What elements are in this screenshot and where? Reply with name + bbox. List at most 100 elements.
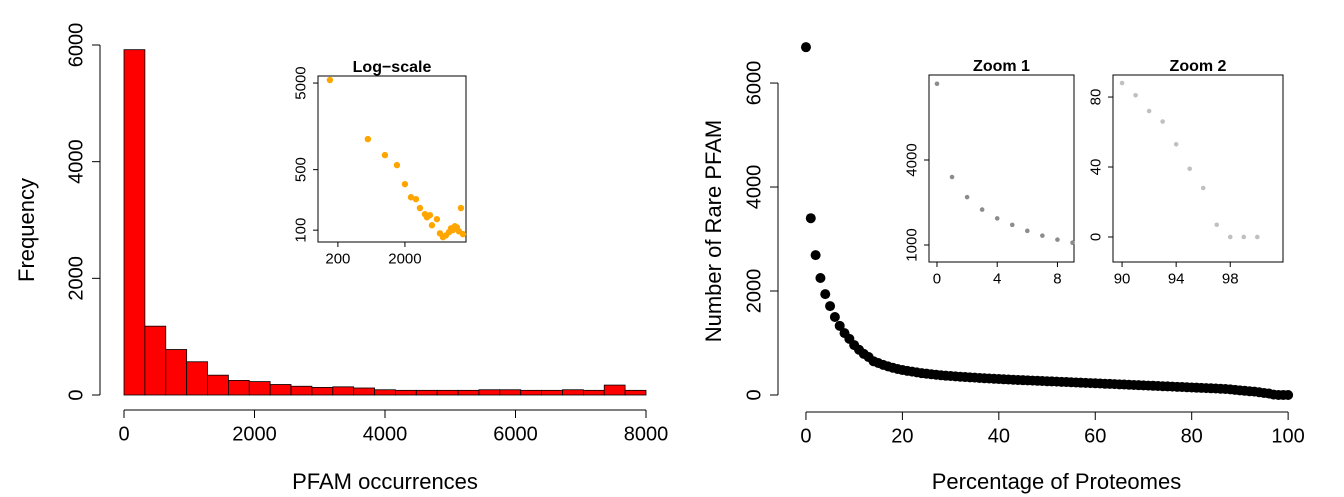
point xyxy=(949,174,955,180)
point xyxy=(407,194,415,201)
bar xyxy=(290,385,313,396)
y-tick-label: 1000 xyxy=(904,228,921,261)
y-tick-label: 4000 xyxy=(65,139,87,184)
x-tick-label: 90 xyxy=(1114,271,1131,288)
point xyxy=(459,230,467,238)
point xyxy=(834,320,845,331)
bar xyxy=(186,361,208,396)
point xyxy=(829,312,840,323)
y-tick-label: 2000 xyxy=(743,269,765,314)
bar xyxy=(269,384,292,396)
bar xyxy=(603,384,626,396)
y-tick-label: 500 xyxy=(293,157,310,182)
point xyxy=(979,207,985,212)
point xyxy=(428,222,436,229)
point xyxy=(964,194,970,200)
point xyxy=(433,215,441,223)
x-tick-label: 6000 xyxy=(493,423,538,445)
point xyxy=(1133,92,1138,98)
y-tick-label: 100 xyxy=(293,218,310,243)
y-tick-label: 4000 xyxy=(743,165,765,210)
chart-title: Log−scale xyxy=(353,59,432,76)
point xyxy=(1283,389,1294,400)
point xyxy=(1227,234,1233,240)
point xyxy=(412,195,420,203)
x-tick-label: 4 xyxy=(993,271,1001,288)
point xyxy=(1255,234,1260,240)
point xyxy=(393,161,401,169)
x-tick-label: 20 xyxy=(891,425,913,447)
x-tick-label: 0 xyxy=(800,425,811,447)
point xyxy=(934,81,940,87)
point xyxy=(416,204,424,212)
y-tick-label: 40 xyxy=(1088,159,1105,176)
bar xyxy=(415,389,438,396)
x-tick-label: 100 xyxy=(1271,425,1304,447)
x-tick-label: 80 xyxy=(1181,425,1203,447)
x-tick-label: 8000 xyxy=(624,423,669,445)
bar xyxy=(248,381,271,396)
point xyxy=(457,204,465,212)
point xyxy=(805,213,816,224)
point xyxy=(1146,108,1152,114)
bar xyxy=(353,387,375,396)
x-tick-label: 60 xyxy=(1084,425,1106,447)
y-tick-label: 0 xyxy=(65,389,87,400)
bar xyxy=(144,325,167,396)
bar xyxy=(582,389,605,396)
bar xyxy=(436,389,459,396)
x-tick-label: 2000 xyxy=(232,423,277,445)
bar xyxy=(520,389,542,396)
bar xyxy=(478,389,501,396)
chart-title: Zoom 1 xyxy=(973,58,1030,75)
point xyxy=(1160,119,1165,124)
bar xyxy=(207,374,229,396)
point xyxy=(825,301,836,312)
bar xyxy=(311,387,334,396)
point xyxy=(820,289,831,300)
bar xyxy=(457,389,480,396)
x-tick-label: 8 xyxy=(1053,271,1061,288)
point xyxy=(815,273,826,284)
point xyxy=(1119,80,1125,86)
plot-box xyxy=(317,75,467,243)
point xyxy=(1241,234,1247,240)
bar xyxy=(227,380,250,396)
x-tick-label: 0 xyxy=(933,271,941,288)
y-tick-label: 80 xyxy=(1088,89,1105,106)
point xyxy=(1055,237,1060,242)
bar xyxy=(374,389,396,396)
y-tick-label: 2000 xyxy=(65,256,87,301)
plot-box xyxy=(928,74,1075,263)
y-tick-label: 5000 xyxy=(293,66,310,99)
point xyxy=(1187,166,1192,172)
y-tick-label: 6000 xyxy=(743,61,765,106)
bar xyxy=(332,386,355,396)
point xyxy=(1009,222,1015,228)
point xyxy=(994,216,1000,221)
x-tick-label: 94 xyxy=(1168,271,1185,288)
bar xyxy=(541,389,563,396)
y-axis-label: Frequency xyxy=(14,178,39,282)
point xyxy=(1214,222,1220,228)
x-axis-label: PFAM occurrences xyxy=(292,469,478,494)
bar xyxy=(562,389,584,396)
bar xyxy=(395,389,417,396)
point xyxy=(810,250,821,261)
point xyxy=(381,151,389,159)
plot-box xyxy=(1112,74,1284,263)
point xyxy=(1200,185,1206,191)
x-tick-label: 200 xyxy=(325,251,350,268)
y-axis-label: Number of Rare PFAM xyxy=(701,120,726,343)
point xyxy=(800,42,811,53)
x-axis-label: Percentage of Proteomes xyxy=(932,469,1181,494)
y-tick-label: 6000 xyxy=(65,23,87,68)
x-tick-label: 0 xyxy=(118,423,129,445)
point xyxy=(426,211,434,219)
point xyxy=(1173,141,1179,147)
point xyxy=(401,180,409,188)
bar xyxy=(165,349,188,396)
x-tick-label: 2000 xyxy=(388,251,421,268)
bar xyxy=(499,389,522,396)
